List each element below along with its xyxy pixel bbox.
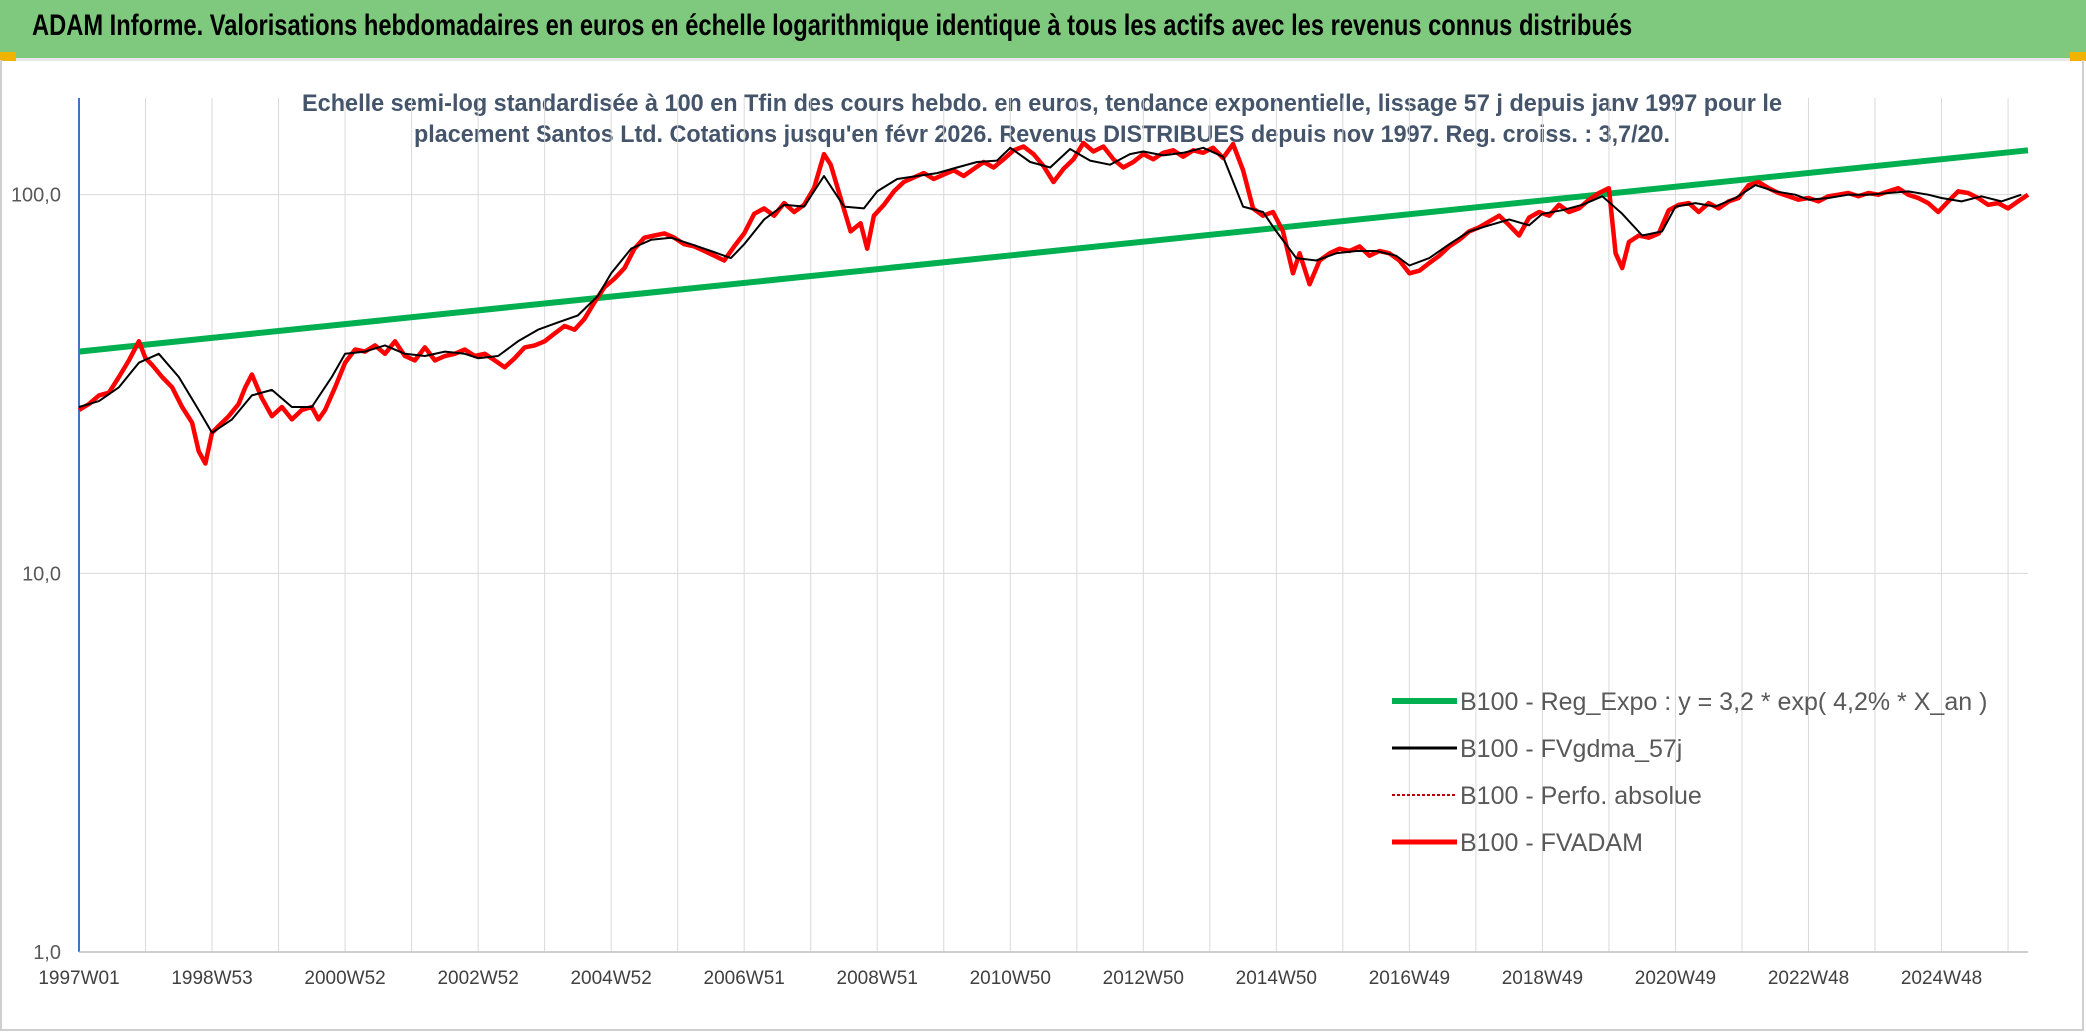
legend-label: B100 - Perfo. absolue — [1460, 782, 1702, 810]
x-tick-label: 2008W51 — [837, 968, 918, 989]
legend-item-fvgdma: B100 - FVgdma_57j — [1392, 735, 1682, 763]
chart-title: Echelle semi-log standardisée à 100 en T… — [302, 90, 1782, 117]
header-bar: ADAM Informe. Valorisations hebdomadaire… — [0, 0, 2086, 61]
x-tick-label: 2004W52 — [570, 968, 651, 989]
chart: Echelle semi-log standardisée à 100 en T… — [11, 90, 2030, 989]
chart-subtitle: placement Santos Ltd. Cotations jusqu'en… — [414, 121, 1670, 148]
x-tick-label: 1997W01 — [38, 968, 119, 989]
legend-item-fvadam: B100 - FVADAM — [1392, 829, 1643, 857]
y-tick-label: 10,0 — [22, 563, 61, 585]
axes: 1,0 10,0 100,0 1997W01 1998W53 2000W52 2002W52… — [11, 98, 2028, 989]
x-tick-label: 2024W48 — [1901, 968, 1982, 989]
chart-frame: Echelle semi-log standardisée à 100 en T… — [0, 60, 2084, 1031]
legend: B100 - Reg_Expo : y = 3,2 * exp( 4,2% * … — [1392, 688, 1987, 857]
page-title: ADAM Informe. Valorisations hebdomadaire… — [32, 9, 1633, 42]
x-tick-label: 2018W49 — [1502, 968, 1583, 989]
legend-item-perfo-absolue: B100 - Perfo. absolue — [1392, 782, 1702, 810]
legend-item-reg-expo: B100 - Reg_Expo : y = 3,2 * exp( 4,2% * … — [1392, 688, 1987, 716]
x-tick-label: 2010W50 — [970, 968, 1051, 989]
y-tick-label: 100,0 — [11, 185, 61, 207]
x-tick-label: 2006W51 — [704, 968, 785, 989]
series — [77, 140, 2030, 466]
x-tick-label: 2020W49 — [1635, 968, 1716, 989]
legend-label: B100 - Reg_Expo : y = 3,2 * exp( 4,2% * … — [1460, 688, 1987, 716]
legend-label: B100 - FVgdma_57j — [1460, 735, 1682, 763]
corner-marker-right — [2070, 52, 2086, 61]
y-tick-label: 1,0 — [33, 942, 61, 964]
x-tick-label: 2000W52 — [304, 968, 385, 989]
series-line-fvgdma — [78, 146, 2022, 434]
series-line-fvadam — [77, 140, 2030, 466]
x-tick-label: 1998W53 — [171, 968, 252, 989]
x-tick-label: 2014W50 — [1236, 968, 1317, 989]
x-tick-label: 2012W50 — [1103, 968, 1184, 989]
grid — [79, 98, 2028, 953]
x-tick-label: 2016W49 — [1369, 968, 1450, 989]
corner-marker-left — [0, 52, 16, 61]
legend-label: B100 - FVADAM — [1460, 829, 1643, 857]
x-tick-label: 2002W52 — [437, 968, 518, 989]
series-line-reg-expo — [78, 147, 2029, 355]
x-tick-label: 2022W48 — [1768, 968, 1849, 989]
